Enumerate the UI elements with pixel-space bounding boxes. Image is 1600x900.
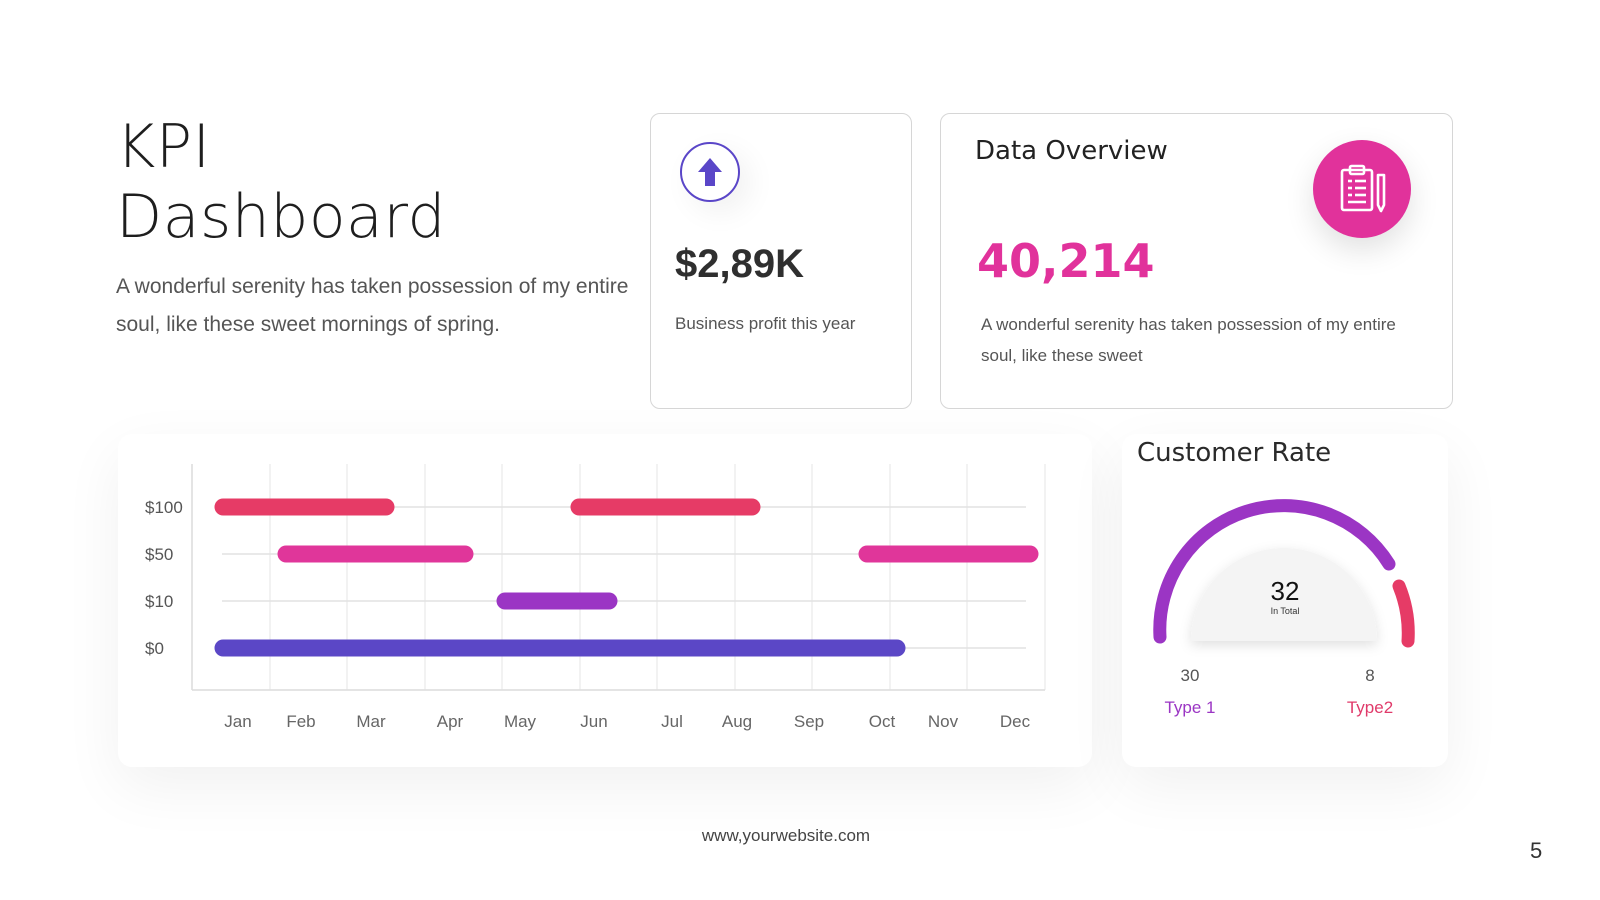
type1-value: 30 — [1180, 666, 1200, 685]
x-tick-label: Nov — [928, 712, 959, 731]
x-tick-label: Oct — [869, 712, 896, 731]
range-chart-panel: $0 $10 $50 $100 Jan Feb Mar Apr May Jun Jul Aug Sep O… — [118, 434, 1092, 767]
arrow-up-icon — [680, 142, 740, 202]
profit-caption: Business profit this year — [675, 314, 856, 333]
y-tick-label: $0 — [145, 639, 164, 658]
x-tick-label: Dec — [1000, 712, 1031, 731]
customer-rate-gauge — [1153, 499, 1415, 648]
x-tick-label: May — [504, 712, 537, 731]
y-tick-label: $100 — [145, 498, 183, 517]
type2-label: Type2 — [1346, 698, 1394, 717]
x-tick-label: Jun — [580, 712, 607, 731]
range-chart: $0 $10 $50 $100 Jan Feb Mar Apr May Jun Jul Aug Sep O… — [145, 464, 1046, 731]
profit-value: $2,89K — [675, 242, 804, 286]
y-tick-label: $10 — [145, 592, 173, 611]
type2-value: 8 — [1365, 666, 1375, 685]
x-tick-label: Jul — [661, 712, 683, 731]
footer-website: www,yourwebsite.com — [701, 826, 871, 845]
title-line-1: KPI — [116, 112, 211, 182]
gauge-type2-arc — [1392, 579, 1415, 648]
page-title: KPI Dashboard — [116, 112, 446, 252]
customer-rate-panel: Customer Rate 32 In Total 30 8 Type 1 Ty… — [1122, 434, 1448, 767]
x-tick-label: Sep — [794, 712, 824, 731]
gauge-total-value: 32 — [1270, 576, 1300, 606]
page-number: 5 — [1530, 838, 1543, 863]
overview-caption: A wonderful serenity has taken possessio… — [981, 315, 1396, 365]
gauge-inner-dial — [1191, 548, 1377, 641]
gauge-type1-arc — [1153, 499, 1396, 644]
x-tick-label: Aug — [722, 712, 752, 731]
x-tick-label: Feb — [286, 712, 315, 731]
data-overview-title: Data Overview — [975, 136, 1168, 166]
page-subtitle: A wonderful serenity has taken possessio… — [116, 275, 629, 336]
clipboard-icon — [1313, 140, 1411, 238]
customer-rate-title: Customer Rate — [1137, 438, 1332, 468]
x-tick-label: Apr — [437, 712, 464, 731]
gauge-total-label: In Total — [1270, 606, 1300, 616]
profit-card: $2,89K Business profit this year — [650, 113, 912, 409]
title-line-2: Dashboard — [116, 182, 447, 252]
overview-value: 40,214 — [977, 234, 1155, 288]
x-tick-label: Jan — [224, 712, 251, 731]
type1-label: Type 1 — [1164, 698, 1216, 717]
data-overview-card: Data Overview 40,214 A wonderful serenit… — [940, 113, 1453, 409]
x-tick-label: Mar — [356, 712, 386, 731]
y-tick-label: $50 — [145, 545, 173, 564]
